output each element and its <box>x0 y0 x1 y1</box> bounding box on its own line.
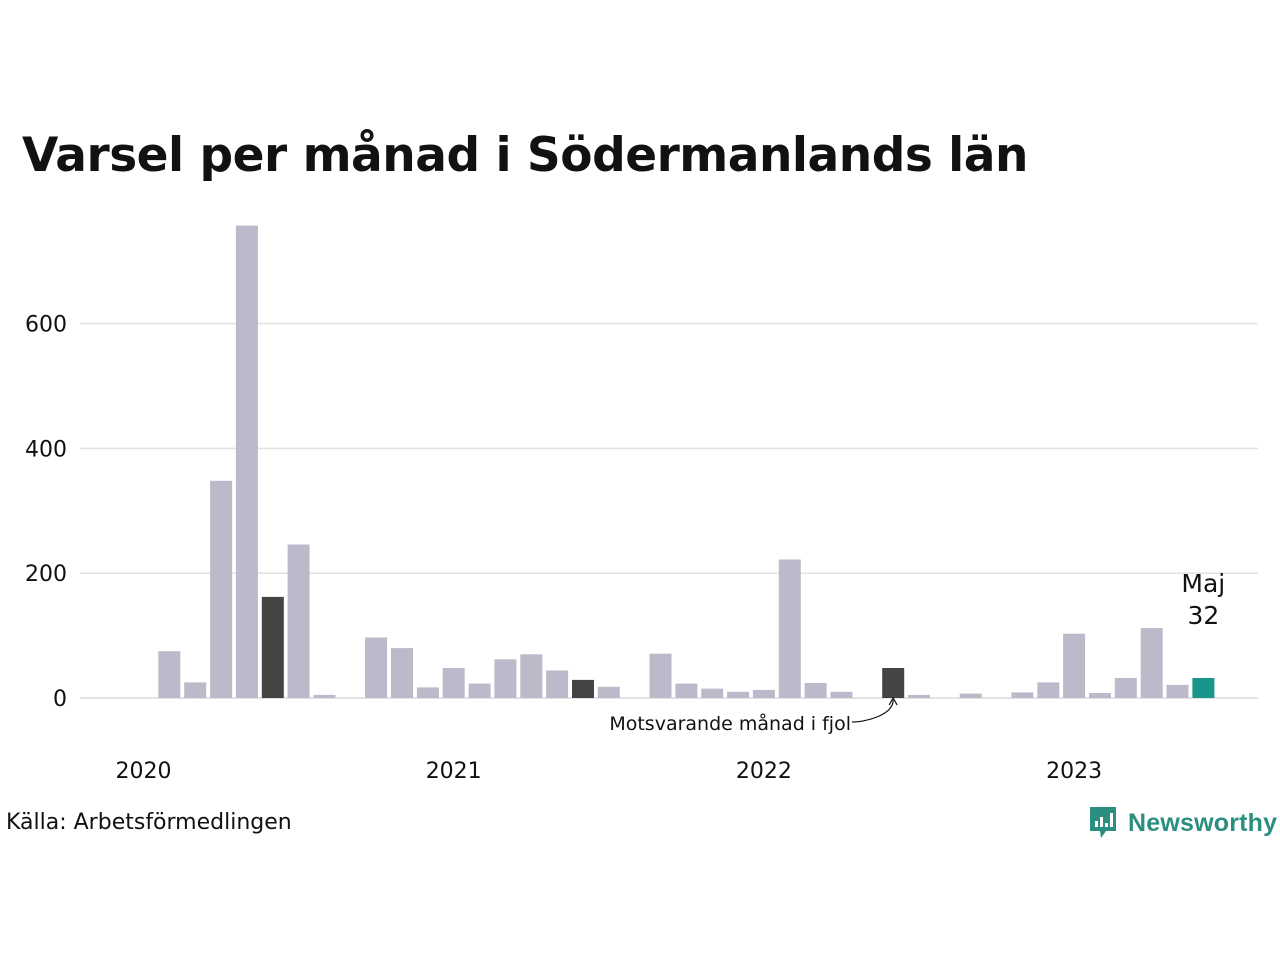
last-month-label: Maj <box>1181 569 1225 598</box>
brand-name: Newsworthy <box>1128 808 1278 837</box>
y-tick-label: 0 <box>53 687 67 712</box>
y-tick-label: 400 <box>25 437 67 462</box>
bar-2021-09 <box>649 653 672 698</box>
bar-2022-01 <box>752 689 775 698</box>
bar-2020-11 <box>391 648 413 698</box>
bar-2020-05 <box>235 225 258 698</box>
same-month-annotation: Motsvarande månad i fjol <box>609 712 851 735</box>
bar-2021-05 <box>546 670 569 698</box>
last-value-label: 32 <box>1187 601 1219 630</box>
bar-2020-12 <box>416 687 439 698</box>
bar-2022-09 <box>959 693 982 698</box>
bar-undefined <box>1192 678 1215 698</box>
bar-2021-10 <box>675 683 698 698</box>
bar-2021-12 <box>727 691 750 698</box>
y-tick-label: 600 <box>25 313 67 338</box>
bar-2022-06 <box>882 668 905 698</box>
bar-2022-11 <box>1011 692 1034 698</box>
source-note: Källa: Arbetsförmedlingen <box>6 810 292 835</box>
bar-2020-03 <box>184 682 207 698</box>
bar-2020-02 <box>158 651 181 698</box>
x-tick-label: 2020 <box>116 759 172 784</box>
bar-2022-12 <box>1037 682 1060 698</box>
bar-2021-11 <box>701 688 724 698</box>
bar-2022-04 <box>830 691 853 698</box>
annotation-arrow-line <box>851 699 894 723</box>
y-tick-label: 200 <box>25 562 67 587</box>
x-tick-label: 2022 <box>736 759 792 784</box>
bar-2020-08 <box>313 694 336 698</box>
bar-2020-07 <box>287 544 310 698</box>
bar-2021-02 <box>468 683 491 698</box>
bar-2022-07 <box>908 694 930 698</box>
bar-2021-07 <box>597 686 620 698</box>
bar-2022-03 <box>804 683 827 698</box>
bar-2023-05 <box>1166 684 1189 698</box>
bar-2021-06 <box>572 679 594 698</box>
brand-logo: Newsworthy <box>1088 803 1277 843</box>
bar-2023-04 <box>1140 628 1163 698</box>
x-tick-label: 2023 <box>1046 759 1102 784</box>
annotation-arrow-head <box>888 696 898 706</box>
bar-2020-10 <box>365 637 388 698</box>
bar-2022-02 <box>778 559 801 698</box>
bar-2020-06 <box>261 596 284 698</box>
bar-2021-01 <box>442 668 465 698</box>
bar-2021-03 <box>494 659 517 698</box>
bar-2020-04 <box>210 480 233 698</box>
x-tick-label: 2021 <box>426 759 482 784</box>
bar-2023-03 <box>1114 678 1137 698</box>
bar-2023-02 <box>1089 693 1111 698</box>
bar-2021-04 <box>520 654 543 698</box>
newsworthy-logo-icon <box>1090 807 1116 838</box>
bar-2023-01 <box>1063 633 1086 698</box>
chart-title: Varsel per månad i Södermanlands län <box>22 128 1028 183</box>
